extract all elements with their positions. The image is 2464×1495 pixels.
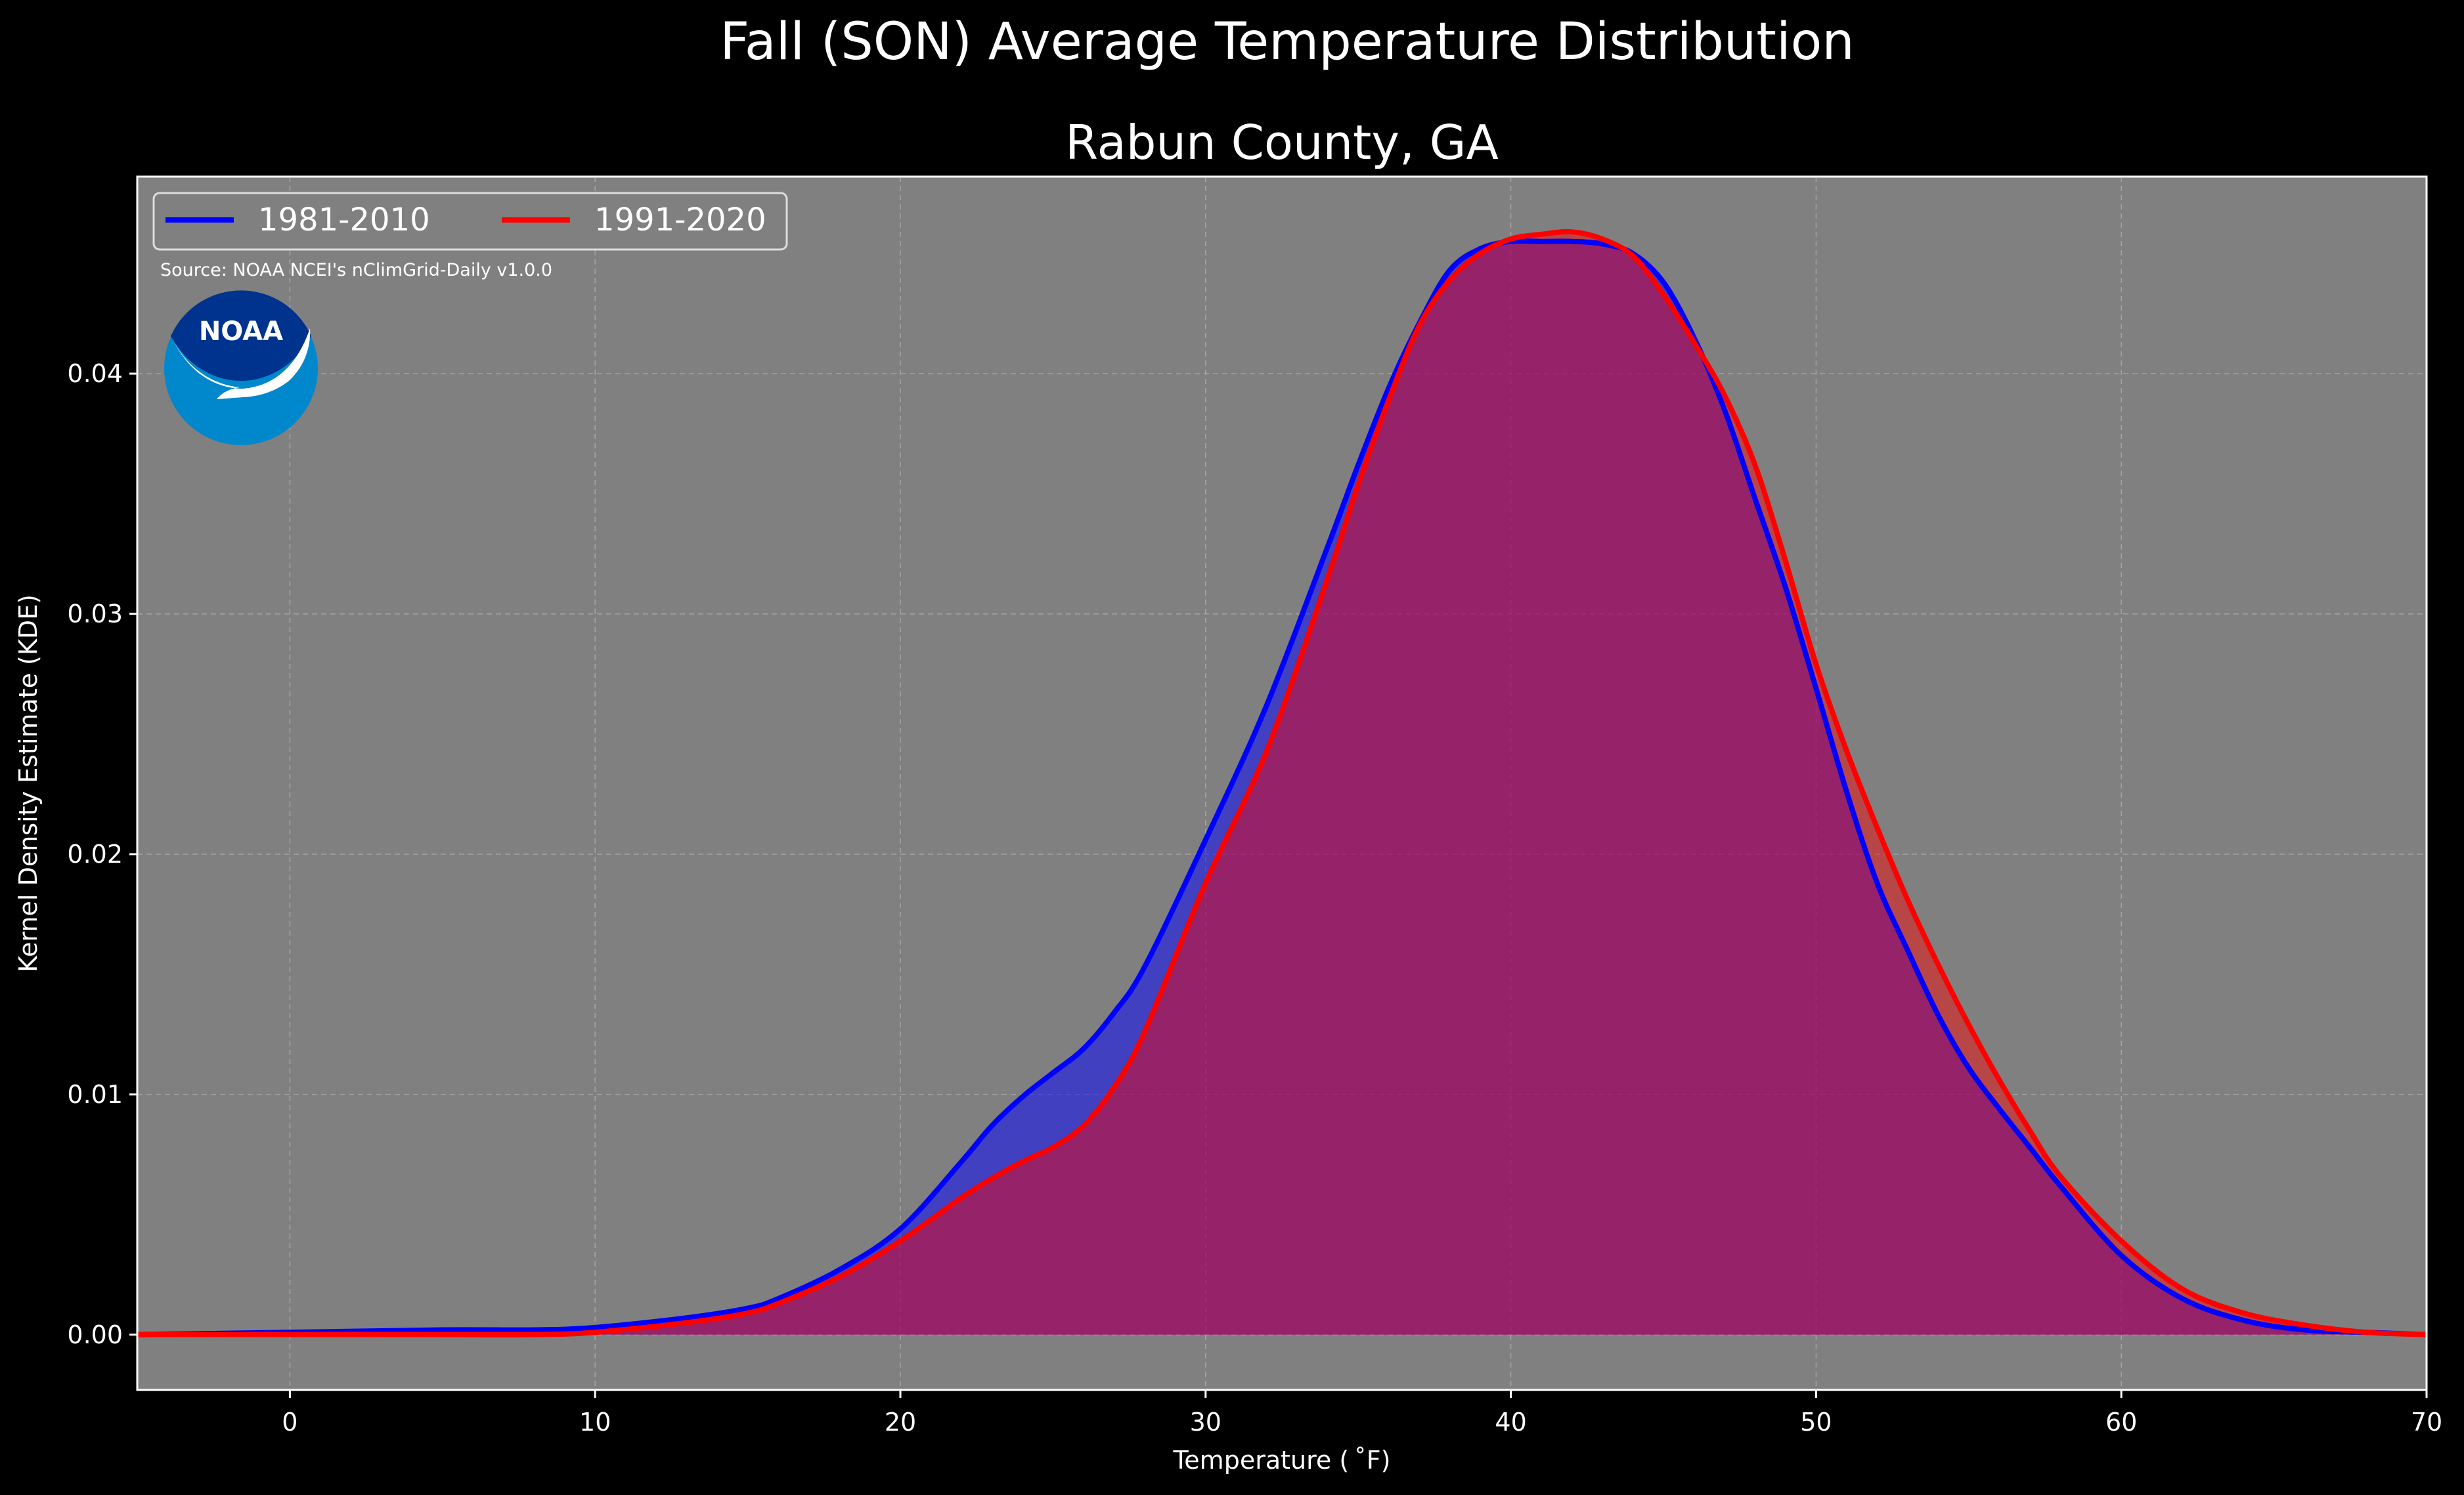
legend-label-1981-2010: 1981-2010 [258,202,430,238]
series-layer [137,228,2427,1338]
legend-box [152,192,788,251]
x-axis: 0 10 20 30 40 50 60 70 [282,1390,2442,1437]
noaa-logo-gull-icon [169,328,311,399]
x-tick-label: 10 [579,1408,611,1437]
x-tick-label: 60 [2105,1408,2137,1437]
y-tick-label: 0.00 [67,1320,123,1349]
x-tick-label: 0 [282,1408,297,1437]
chart-title: Rabun County, GA [1065,115,1499,170]
noaa-logo: NOAA [164,290,318,445]
x-tick-label: 70 [2411,1408,2442,1437]
legend-label-1991-2020: 1991-2020 [594,202,766,238]
series-area-1991-2020 [137,231,2427,1335]
y-tick-label: 0.02 [67,840,123,869]
x-axis-label: Temperature ( ˚F) [1173,1446,1391,1475]
plot-frame [136,175,2428,1391]
y-tick-label: 0.01 [67,1080,123,1109]
y-tick-label: 0.04 [67,359,123,388]
series-area-1981-2010 [137,241,2427,1335]
noaa-logo-dark-top [171,290,311,381]
x-tick-label: 40 [1495,1408,1526,1437]
x-tick-label: 30 [1190,1408,1221,1437]
x-tick-label: 50 [1800,1408,1832,1437]
y-axis-label: Kernel Density Estimate (KDE) [14,594,43,972]
y-axis: 0.00 0.01 0.02 0.03 0.04 [67,359,137,1349]
y-tick-label: 0.03 [67,599,123,628]
noaa-logo-text: NOAA [199,316,283,347]
series-line-1981-2010 [137,238,2427,1337]
figure-suptitle: Fall (SON) Average Temperature Distribut… [720,12,1855,72]
series-line-1991-2020 [137,228,2427,1338]
legend: 1981-2010 1991-2020 [152,192,788,251]
x-tick-label: 20 [885,1408,916,1437]
source-note: Source: NOAA NCEI's nClimGrid-Daily v1.0… [160,260,552,280]
